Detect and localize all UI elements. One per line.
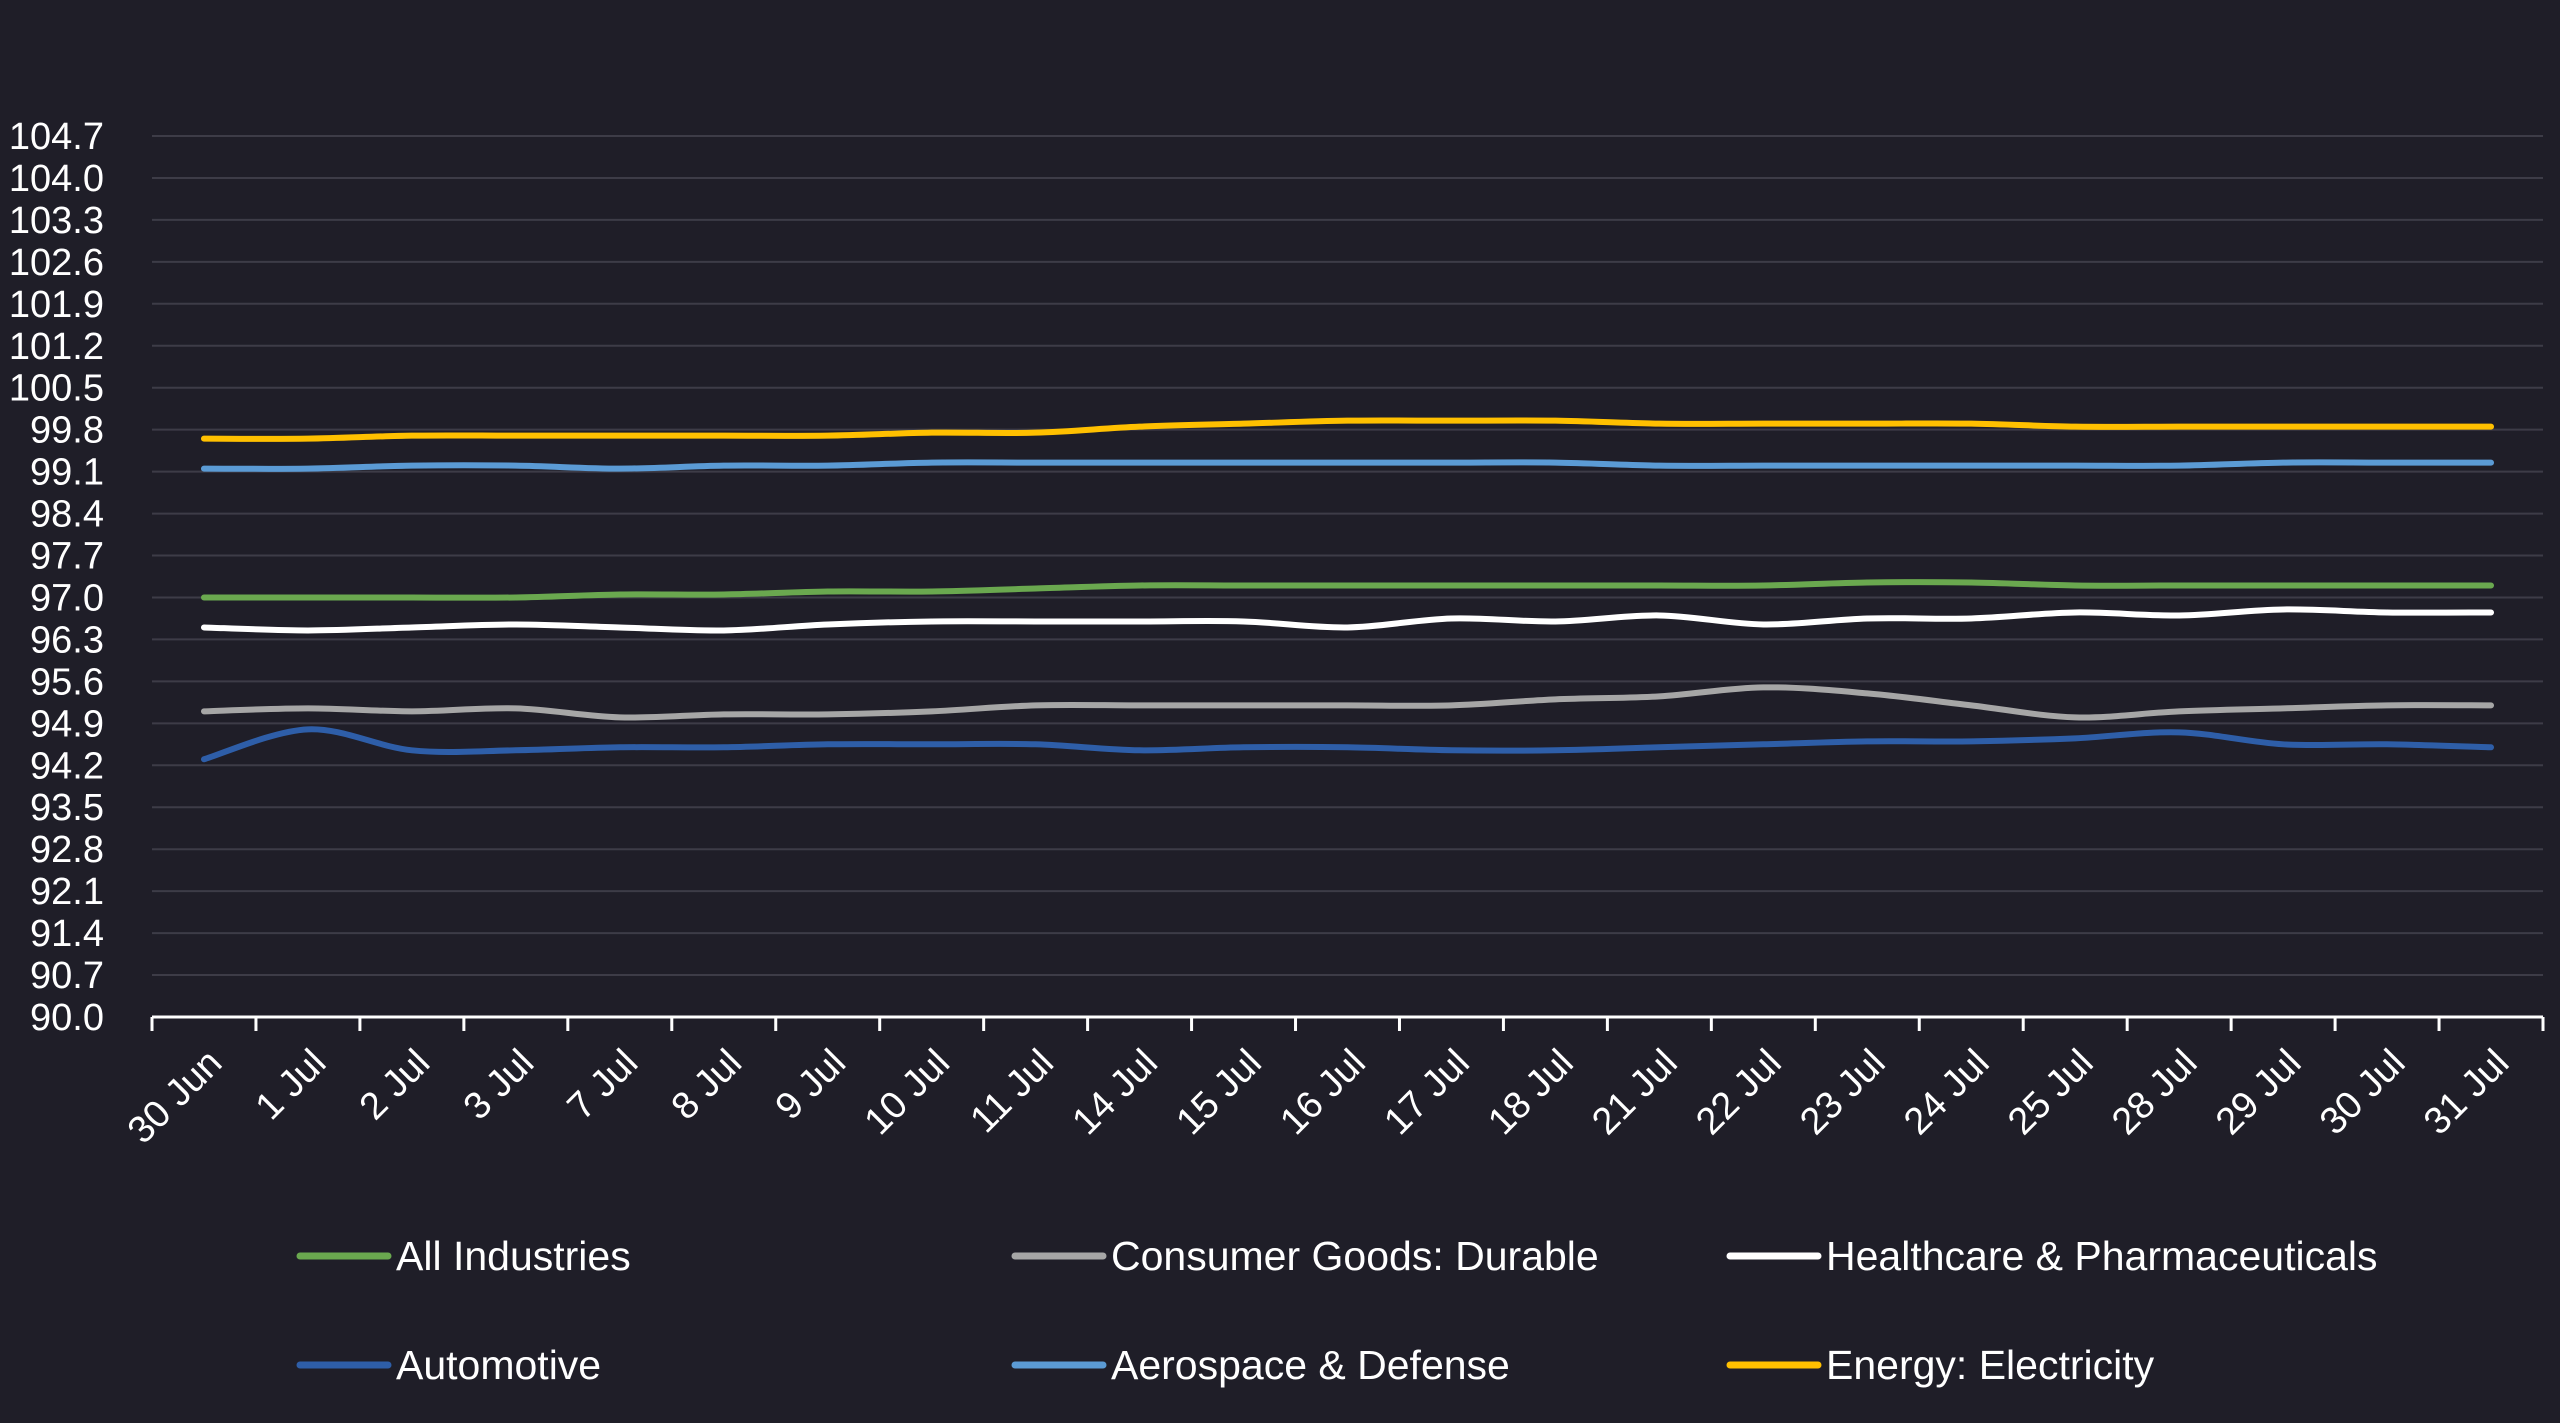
y-tick-label: 96.3 — [30, 619, 104, 661]
x-tick-label: 18 Jul — [1480, 1042, 1581, 1143]
legend: All Industries Consumer Goods: Durable Hea… — [296, 1233, 2377, 1388]
x-tick-label: 23 Jul — [1792, 1042, 1893, 1143]
y-tick-label: 92.1 — [30, 871, 104, 913]
x-tick-label: 8 Jul — [664, 1042, 750, 1128]
legend-label: Consumer Goods: Durable — [1111, 1233, 1599, 1279]
x-tick-label: 9 Jul — [768, 1042, 854, 1128]
y-tick-label: 93.5 — [30, 787, 104, 829]
y-tick-label: 91.4 — [30, 913, 104, 955]
y-tick-label: 102.6 — [9, 242, 104, 284]
x-tick-label: 30 Jul — [2312, 1042, 2413, 1143]
series-lines — [200, 417, 2495, 763]
y-tick-label: 99.8 — [30, 410, 104, 452]
x-tick-label: 21 Jul — [1584, 1042, 1685, 1143]
x-tick-label: 28 Jul — [2104, 1042, 2205, 1143]
x-tick-label: 31 Jul — [2416, 1042, 2517, 1143]
legend-item-consumer-goods-durable: Consumer Goods: Durable — [1011, 1233, 1599, 1279]
legend-label: Aerospace & Defense — [1111, 1342, 1510, 1388]
x-tick-label: 7 Jul — [560, 1042, 646, 1128]
legend-label: All Industries — [396, 1233, 631, 1279]
y-tick-label: 94.9 — [30, 703, 104, 745]
gridlines — [152, 135, 2543, 977]
legend-label: Healthcare & Pharmaceuticals — [1826, 1233, 2377, 1279]
y-tick-label: 98.4 — [30, 494, 104, 536]
x-tick-label: 24 Jul — [1896, 1042, 1997, 1143]
y-tick-label: 101.2 — [9, 326, 104, 368]
x-tick-label: 14 Jul — [1065, 1042, 1166, 1143]
x-tick-label: 10 Jul — [857, 1042, 958, 1143]
series-line-all-industries — [200, 579, 2495, 601]
axes: 90.090.791.492.192.893.594.294.995.696.3… — [9, 116, 2545, 1152]
x-tick-label: 29 Jul — [2208, 1042, 2309, 1143]
series-line-aerospace-defense — [200, 459, 2495, 472]
y-tick-label: 99.1 — [30, 452, 104, 494]
x-tick-label: 25 Jul — [2000, 1042, 2101, 1143]
series-line-consumer-goods-durable — [200, 684, 2495, 721]
series-line-energy-electricity — [200, 417, 2495, 442]
legend-item-healthcare-pharmaceuticals: Healthcare & Pharmaceuticals — [1726, 1233, 2377, 1279]
legend-item-aerospace-defense: Aerospace & Defense — [1011, 1342, 1510, 1388]
y-tick-label: 103.3 — [9, 200, 104, 242]
x-tick-label: 1 Jul — [248, 1042, 334, 1128]
y-tick-label: 92.8 — [30, 829, 104, 871]
legend-label: Energy: Electricity — [1826, 1342, 2155, 1388]
x-tick-label: 30 Jun — [120, 1042, 230, 1152]
y-tick-label: 97.7 — [30, 536, 104, 578]
y-tick-label: 90.7 — [30, 955, 104, 997]
x-tick-label: 11 Jul — [963, 1042, 1062, 1141]
legend-item-energy-electricity: Energy: Electricity — [1726, 1342, 2155, 1388]
x-tick-label: 17 Jul — [1376, 1042, 1477, 1143]
series-line-healthcare-pharmaceuticals — [200, 606, 2495, 634]
y-tick-label: 94.2 — [30, 745, 104, 787]
y-tick-label: 104.7 — [9, 116, 104, 158]
y-tick-label: 90.0 — [30, 997, 104, 1039]
y-tick-label: 100.5 — [9, 368, 104, 410]
x-tick-label: 2 Jul — [352, 1042, 438, 1128]
x-tick-label: 3 Jul — [456, 1042, 542, 1128]
y-tick-label: 97.0 — [30, 577, 104, 619]
x-tick-label: 15 Jul — [1169, 1042, 1270, 1143]
legend-label: Automotive — [396, 1342, 601, 1388]
y-tick-label: 101.9 — [9, 284, 104, 326]
x-tick-label: 16 Jul — [1272, 1042, 1373, 1143]
legend-item-automotive: Automotive — [296, 1342, 601, 1388]
y-tick-label: 104.0 — [9, 158, 104, 200]
legend-item-all-industries: All Industries — [296, 1233, 631, 1279]
series-line-automotive — [200, 726, 2495, 763]
x-tick-label: 22 Jul — [1688, 1042, 1789, 1143]
y-tick-label: 95.6 — [30, 661, 104, 703]
